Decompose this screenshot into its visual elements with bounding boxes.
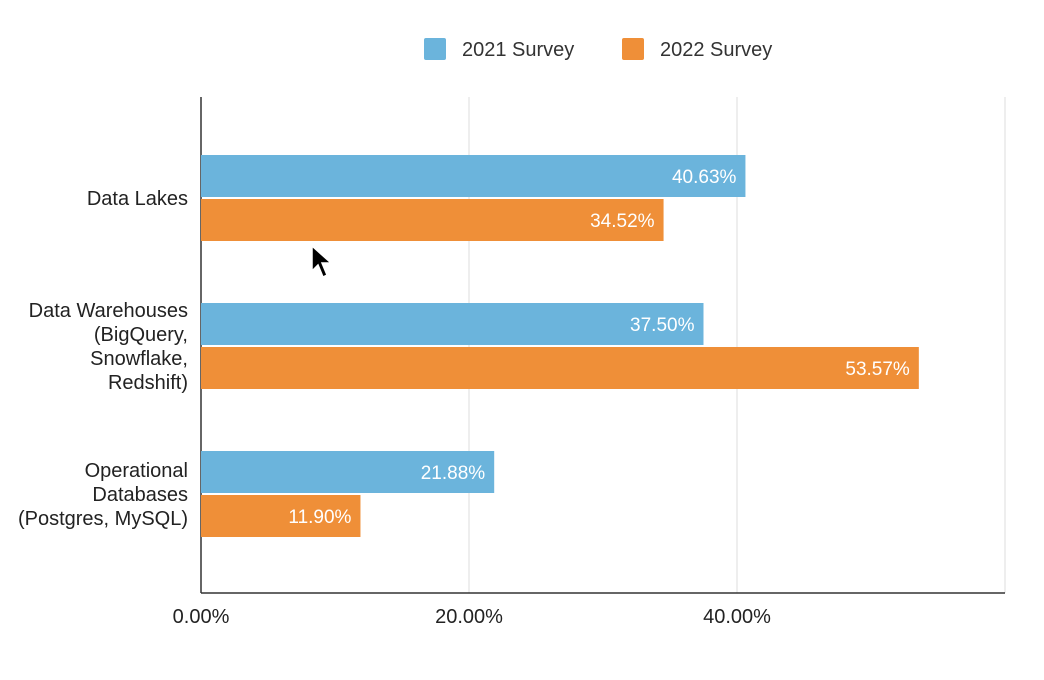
- data-label: 21.88%: [421, 463, 486, 484]
- legend-label: 2021 Survey: [462, 39, 574, 61]
- bar-2022: [201, 199, 664, 241]
- legend-swatch: [424, 38, 446, 60]
- bar-2021: [201, 451, 495, 493]
- data-label: 11.90%: [288, 507, 351, 528]
- category-label: Data Lakes: [87, 188, 188, 210]
- category-label: Redshift): [108, 372, 188, 394]
- x-tick-label: 0.00%: [173, 606, 230, 628]
- category-label: Snowflake,: [90, 348, 188, 370]
- data-label: 53.57%: [845, 359, 910, 380]
- category-label: Operational: [85, 460, 188, 482]
- legend-swatch: [622, 38, 644, 60]
- bar-2021: [201, 303, 704, 345]
- data-label: 34.52%: [590, 211, 655, 232]
- category-label: Databases: [92, 484, 188, 506]
- x-tick-label: 20.00%: [435, 606, 503, 628]
- category-label: (Postgres, MySQL): [18, 508, 188, 530]
- x-tick-label: 40.00%: [703, 606, 771, 628]
- category-label: (BigQuery,: [94, 324, 188, 346]
- legend-label: 2022 Survey: [660, 39, 772, 61]
- data-label: 37.50%: [630, 315, 695, 336]
- category-label: Data Warehouses: [29, 300, 188, 322]
- bar-2022: [201, 495, 361, 537]
- mouse-cursor-icon: [311, 244, 333, 279]
- data-label: 40.63%: [672, 167, 737, 188]
- bar-2021: [201, 155, 746, 197]
- bar-2022: [201, 347, 919, 389]
